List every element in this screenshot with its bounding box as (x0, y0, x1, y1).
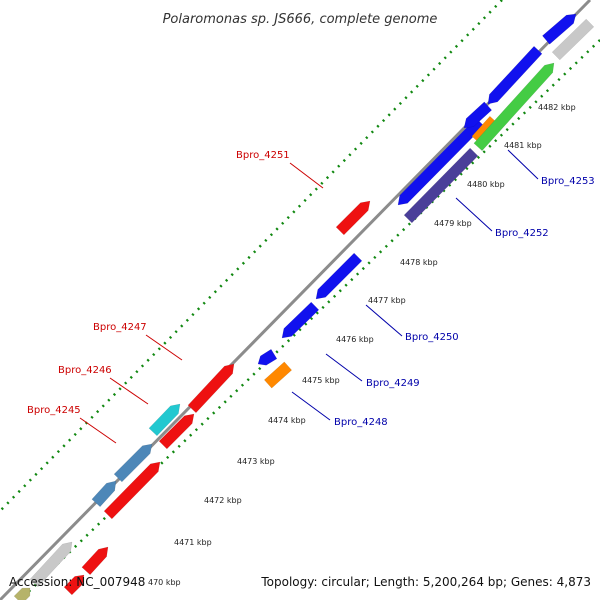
gene-feature-red (63, 574, 85, 596)
scale-tick-label: 4478 kbp (400, 258, 438, 267)
scale-tick-label: 4472 kbp (204, 496, 242, 505)
gene-feature-blue (315, 252, 363, 300)
gene-label: Bpro_4248 (334, 417, 388, 428)
gene-feature-red (158, 413, 195, 450)
gene-leader-line (145, 334, 183, 361)
gene-label: Bpro_4246 (58, 365, 112, 376)
gene-feature-teal (113, 443, 153, 483)
scale-tick-label: 4480 kbp (467, 180, 505, 189)
gene-leader-line (291, 391, 331, 421)
gene-feature-purple (403, 147, 479, 224)
gene-feature-cyan (148, 403, 181, 437)
gene-feature-red (81, 546, 109, 576)
gene-leader-line (325, 353, 363, 382)
scale-tick-label: 4481 kbp (504, 141, 542, 150)
gene-feature-green (473, 62, 555, 152)
gene-feature-gray (29, 541, 73, 588)
scale-tick-label: 4471 kbp (174, 538, 212, 547)
gene-leader-line (79, 417, 117, 444)
gene-leader-line (365, 304, 403, 337)
inner-dots (19, 39, 600, 600)
scale-tick-label: 4476 kbp (336, 335, 374, 344)
gene-label: Bpro_4245 (27, 405, 81, 416)
gene-leader-line (455, 197, 493, 232)
gene-feature-red (187, 363, 235, 414)
scale-tick-label: 4474 kbp (268, 416, 306, 425)
scale-tick-label: 470 kbp (148, 578, 181, 587)
gene-label: Bpro_4247 (93, 322, 147, 333)
gene-feature-blue (487, 45, 543, 105)
gene-feature-gray (551, 18, 595, 61)
gene-label: Bpro_4249 (366, 378, 420, 389)
outer-dotted-ring (0, 0, 503, 512)
gene-feature-olive (13, 587, 31, 600)
gene-feature-orange (263, 361, 293, 389)
gene-labels: Bpro_4245 Bpro_4246 Bpro_4247 Bpro_4248 Bpro… (27, 149, 595, 444)
inner-dotted-ring (19, 39, 600, 600)
gene-label: Bpro_4251 (236, 150, 290, 161)
outer-dots (0, 0, 503, 512)
feature-tracks (13, 13, 595, 600)
topology-text: Topology: circular; Length: 5,200,264 bp… (260, 575, 591, 589)
gene-feature-teal (91, 480, 117, 508)
gene-feature-blue (542, 13, 577, 45)
gene-label: Bpro_4253 (541, 176, 595, 187)
scale-tick-label: 4473 kbp (237, 457, 275, 466)
scale-tick-label: 4482 kbp (538, 103, 576, 112)
gene-feature-blue (397, 117, 485, 206)
scale-tick-label: 4477 kbp (368, 296, 406, 305)
gene-leader-line (109, 377, 149, 405)
accession-text: Accession: NC_007948 (9, 575, 145, 589)
gene-leader-line (289, 162, 324, 189)
map-title: Polaromonas sp. JS666, complete genome (163, 12, 438, 27)
scale-tick-label: 4475 kbp (302, 376, 340, 385)
gene-label: Bpro_4250 (405, 332, 459, 343)
gene-feature-red (335, 200, 371, 236)
scale-tick-label: 4479 kbp (434, 219, 472, 228)
scale-ticks: 470 kbp 4471 kbp 4472 kbp 4473 kbp 4474 kbp 4… (148, 103, 576, 587)
gene-leader-line (507, 149, 539, 180)
gene-feature-blue (463, 101, 493, 129)
gene-label: Bpro_4252 (495, 228, 549, 239)
gene-feature-red (103, 461, 161, 520)
gene-feature-blue (281, 301, 320, 339)
gene-feature-blue (257, 348, 278, 366)
